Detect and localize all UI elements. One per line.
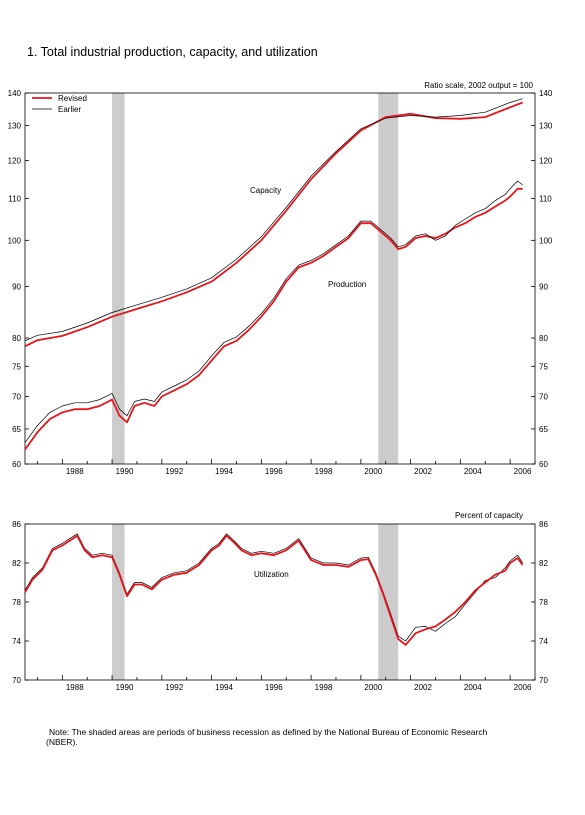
x-tick-label: 1988 (66, 683, 84, 692)
y-tick-label-right: 140 (539, 89, 553, 98)
y-tick-label-left: 130 (8, 121, 22, 130)
x-tick-label: 1992 (165, 683, 183, 692)
recession-note: Note: The shaded areas are periods of bu… (46, 727, 516, 747)
series-annotation: Capacity (250, 186, 281, 195)
series-annotation: Production (328, 280, 366, 289)
x-tick-label: 1996 (265, 683, 283, 692)
x-tick-label: 1998 (315, 683, 333, 692)
x-tick-label: 1996 (265, 467, 283, 476)
y-tick-label-right: 70 (539, 676, 548, 685)
y-tick-label-right: 65 (539, 425, 548, 434)
y-tick-label-left: 86 (12, 520, 21, 529)
x-tick-label: 1994 (215, 467, 233, 476)
recession-band (112, 524, 125, 680)
y-tick-label-right: 70 (539, 393, 548, 402)
x-tick-label: 2000 (364, 683, 382, 692)
scale-label: Percent of capacity (455, 511, 523, 520)
y-tick-label-right: 82 (539, 559, 548, 568)
y-tick-label-left: 78 (12, 598, 21, 607)
y-tick-label-right: 60 (539, 460, 548, 469)
series-line-1-1 (24, 101, 523, 348)
scale-label: Ratio scale, 2002 output = 100 (424, 81, 533, 90)
x-tick-label: 2002 (414, 467, 432, 476)
y-tick-label-left: 74 (12, 637, 21, 646)
y-tick-label-right: 74 (539, 637, 548, 646)
y-tick-label-left: 80 (12, 334, 21, 343)
y-tick-label-left: 140 (8, 89, 22, 98)
y-tick-label-right: 78 (539, 598, 548, 607)
x-tick-label: 1990 (116, 467, 134, 476)
recession-band (378, 93, 399, 464)
x-tick-label: 2006 (514, 683, 532, 692)
y-tick-label-left: 70 (12, 393, 21, 402)
x-tick-label: 2000 (364, 467, 382, 476)
y-tick-label-left: 110 (8, 195, 21, 204)
y-tick-label-right: 130 (539, 121, 553, 130)
y-tick-label-right: 80 (539, 334, 548, 343)
y-tick-label-left: 120 (8, 156, 22, 165)
x-tick-label: 1988 (66, 467, 84, 476)
y-tick-label-left: 60 (12, 460, 21, 469)
series-line-1-3 (24, 187, 523, 451)
x-tick-label: 2006 (514, 467, 532, 476)
recession-band (378, 524, 399, 680)
x-tick-label: 1998 (315, 467, 333, 476)
y-tick-label-right: 120 (539, 156, 553, 165)
series-line-2-2 (24, 534, 524, 646)
x-tick-label: 1994 (215, 683, 233, 692)
series-line-1-2 (24, 98, 523, 342)
series-line-1-4 (24, 180, 523, 443)
y-tick-label-left: 82 (12, 559, 21, 568)
x-tick-label: 1992 (165, 467, 183, 476)
y-tick-label-right: 90 (539, 282, 548, 291)
x-tick-label: 2004 (464, 683, 482, 692)
y-tick-label-right: 86 (539, 520, 548, 529)
y-tick-label-left: 100 (8, 236, 22, 245)
note-text: Note: The shaded areas are periods of bu… (46, 727, 488, 747)
series-annotation: Utilization (254, 570, 289, 579)
chart-panel-2: 70 70 74 74 78 78 82 82 86 86 1988 1990 1992 1994 1996… (12, 511, 548, 692)
y-tick-label-left: 65 (12, 425, 21, 434)
plot-frame (24, 92, 536, 465)
y-tick-label-left: 75 (12, 362, 21, 371)
legend-label: Revised (58, 94, 87, 103)
y-tick-label-right: 75 (539, 362, 548, 371)
series-line-2-1 (24, 533, 523, 642)
y-tick-label-right: 110 (539, 195, 552, 204)
y-tick-label-left: 70 (12, 676, 21, 685)
plot-frame (24, 523, 536, 681)
y-tick-label-right: 100 (539, 236, 553, 245)
page-title: 1. Total industrial production, capacity… (27, 45, 318, 59)
x-tick-label: 2004 (464, 467, 482, 476)
y-tick-label-left: 90 (12, 282, 21, 291)
x-tick-label: 1990 (116, 683, 134, 692)
x-tick-label: 2002 (414, 683, 432, 692)
legend-label: Earlier (58, 105, 81, 114)
chart-panel-1: 60 60 65 65 70 70 75 75 80 80 90 90 100 100 110 110 120 1… (8, 81, 553, 476)
recession-band (112, 93, 125, 464)
